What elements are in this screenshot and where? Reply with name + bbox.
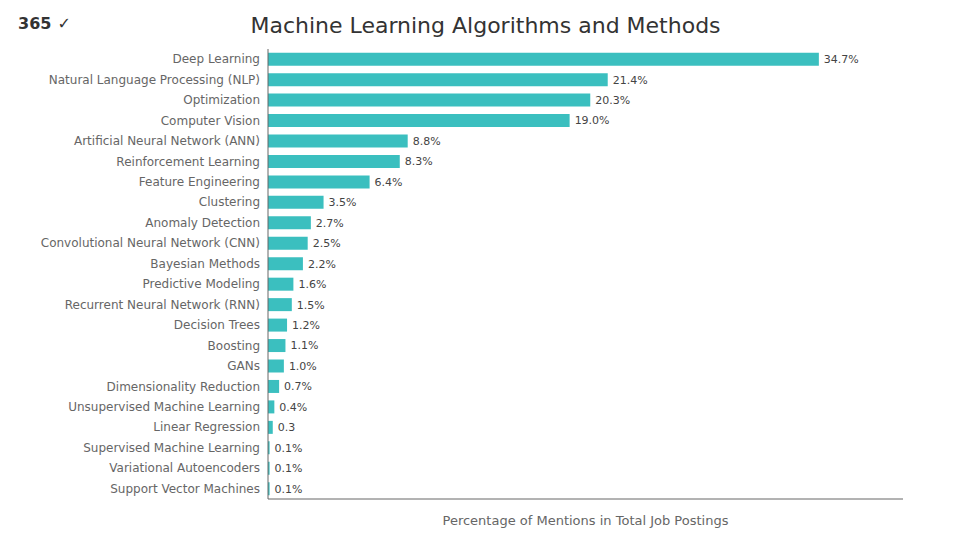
html-text:365 ✓: 365 ✓ <box>18 14 71 33</box>
svg-text:34.7%: 34.7% <box>824 53 859 66</box>
svg-text:1.5%: 1.5% <box>297 299 325 312</box>
svg-text:3.5%: 3.5% <box>329 196 357 209</box>
svg-text:6.4%: 6.4% <box>375 176 403 189</box>
svg-text:Convolutional Neural Network (: Convolutional Neural Network (CNN) <box>41 236 260 250</box>
svg-text:2.2%: 2.2% <box>308 258 336 271</box>
svg-text:2.5%: 2.5% <box>313 237 341 250</box>
svg-text:Unsupervised Machine Learning: Unsupervised Machine Learning <box>68 400 260 414</box>
svg-text:Bayesian Methods: Bayesian Methods <box>150 257 260 271</box>
svg-text:19.0%: 19.0% <box>575 114 610 127</box>
svg-text:Reinforcement Learning: Reinforcement Learning <box>116 155 260 169</box>
svg-text:Supervised Machine Learning: Supervised Machine Learning <box>83 441 260 455</box>
svg-text:Natural Language Processing (N: Natural Language Processing (NLP) <box>49 73 260 87</box>
svg-text:Boosting: Boosting <box>208 339 260 353</box>
svg-text:Recurrent Neural Network (RNN): Recurrent Neural Network (RNN) <box>65 298 260 312</box>
svg-text:0.7%: 0.7% <box>284 380 312 393</box>
svg-text:Linear Regression: Linear Regression <box>153 420 260 434</box>
svg-text:Variational Autoencoders: Variational Autoencoders <box>109 461 260 475</box>
svg-text:Artificial Neural Network (ANN: Artificial Neural Network (ANN) <box>74 134 260 148</box>
svg-text:Optimization: Optimization <box>183 93 260 107</box>
svg-text:0.1%: 0.1% <box>275 442 303 455</box>
svg-text:2.7%: 2.7% <box>316 217 344 230</box>
svg-text:GANs: GANs <box>227 359 260 373</box>
svg-text:0.4%: 0.4% <box>279 401 307 414</box>
svg-text:20.3%: 20.3% <box>595 94 630 107</box>
svg-text:Deep Learning: Deep Learning <box>172 52 260 66</box>
svg-text:8.8%: 8.8% <box>413 135 441 148</box>
svg-text:1.1%: 1.1% <box>290 339 318 352</box>
svg-text:21.4%: 21.4% <box>613 74 648 87</box>
svg-text:Decision Trees: Decision Trees <box>174 318 260 332</box>
svg-text:Predictive Modeling: Predictive Modeling <box>142 277 260 291</box>
svg-text:Dimensionality Reduction: Dimensionality Reduction <box>107 380 260 394</box>
svg-text:1.2%: 1.2% <box>292 319 320 332</box>
svg-text:Clustering: Clustering <box>199 195 260 209</box>
svg-text:Percentage of Mentions in Tota: Percentage of Mentions in Total Job Post… <box>443 513 729 528</box>
svg-text:0.1%: 0.1% <box>275 483 303 496</box>
svg-text:8.3%: 8.3% <box>405 155 433 168</box>
svg-text:0.1%: 0.1% <box>275 462 303 475</box>
svg-text:0.3: 0.3 <box>278 421 296 434</box>
html-text:Machine Learning Algorithms an: Machine Learning Algorithms and Methods <box>250 13 721 38</box>
svg-text:Feature Engineering: Feature Engineering <box>139 175 260 189</box>
svg-text:Computer Vision: Computer Vision <box>161 114 260 128</box>
svg-text:Support Vector Machines: Support Vector Machines <box>110 482 260 496</box>
svg-text:1.0%: 1.0% <box>289 360 317 373</box>
svg-text:Anomaly Detection: Anomaly Detection <box>145 216 260 230</box>
svg-text:1.6%: 1.6% <box>298 278 326 291</box>
